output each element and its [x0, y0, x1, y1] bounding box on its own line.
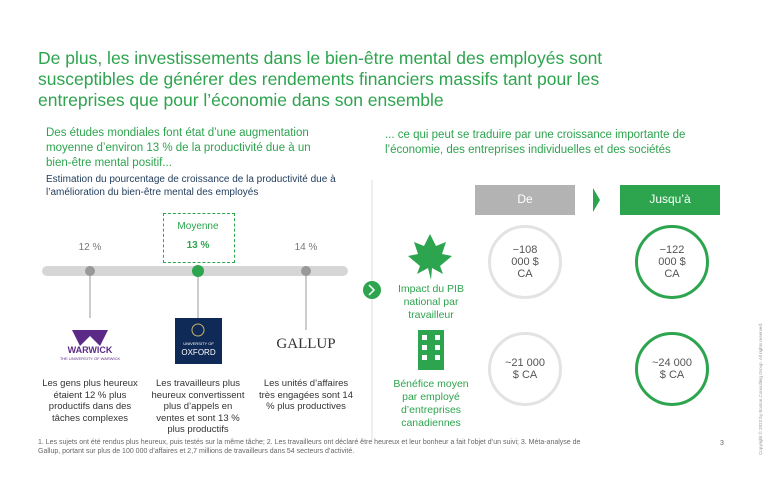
caption: Les unités d’affaires très engagées sont…: [258, 378, 353, 412]
warwick-logo: [72, 330, 108, 346]
dot: [85, 266, 95, 276]
page-number: 3: [720, 440, 724, 447]
to-value: −122 000 $ CA: [635, 225, 709, 299]
leaf-icon: [408, 234, 452, 280]
building-icon: [418, 330, 444, 370]
oxford-logo: [175, 318, 222, 364]
dot: [192, 265, 204, 277]
value-label: 13 %: [186, 240, 210, 251]
to-header: [620, 185, 720, 215]
title: De plus, les investissements dans le bie…: [38, 48, 603, 110]
logo-text: WARWICK: [67, 345, 113, 355]
crest: [191, 323, 205, 337]
footnotes: 1. Les sujets ont été rendus plus heureu…: [38, 439, 581, 455]
from-label: De: [517, 192, 533, 206]
copyright: Copyright © 2023 by Boston Consulting Gr…: [758, 322, 763, 455]
left-intro: Des études mondiales font état d’une aug…: [46, 127, 311, 169]
row-label: Bénéfice moyen par employé d’entreprises…: [393, 378, 469, 429]
row-label: Impact du PIB national par travailleur: [398, 283, 464, 321]
average-label: Moyenne: [177, 221, 219, 232]
value-label: 12 %: [78, 242, 102, 253]
logo-text: GALLUP: [276, 336, 336, 352]
logo-subtext: UNIVERSITY OF: [183, 341, 214, 346]
chevron: [593, 188, 600, 212]
logo-subtext: THE UNIVERSITY OF WARWICK: [59, 356, 121, 361]
from-value: ~21 000 $ CA: [488, 332, 562, 406]
windows: [422, 335, 440, 360]
chart-label: Estimation du pourcentage de croissance …: [46, 174, 336, 198]
to-label: Jusqu’à: [649, 192, 691, 206]
caption: Les travailleurs plus heureux convertiss…: [151, 378, 245, 435]
to-value: ~24 000 $ CA: [635, 332, 709, 406]
average-box: [163, 213, 235, 263]
from-header: [475, 185, 575, 215]
caption: Les gens plus heureux étaient 12 % plus …: [42, 378, 138, 424]
dot: [301, 266, 311, 276]
logo-text: OXFORD: [181, 348, 216, 357]
arrow-circle: [363, 281, 381, 299]
value-label: 14 %: [294, 242, 318, 253]
from-value: −108 000 $ CA: [488, 225, 562, 299]
right-intro: ... ce qui peut se traduire par une croi…: [385, 129, 686, 156]
arrow: [368, 284, 376, 296]
